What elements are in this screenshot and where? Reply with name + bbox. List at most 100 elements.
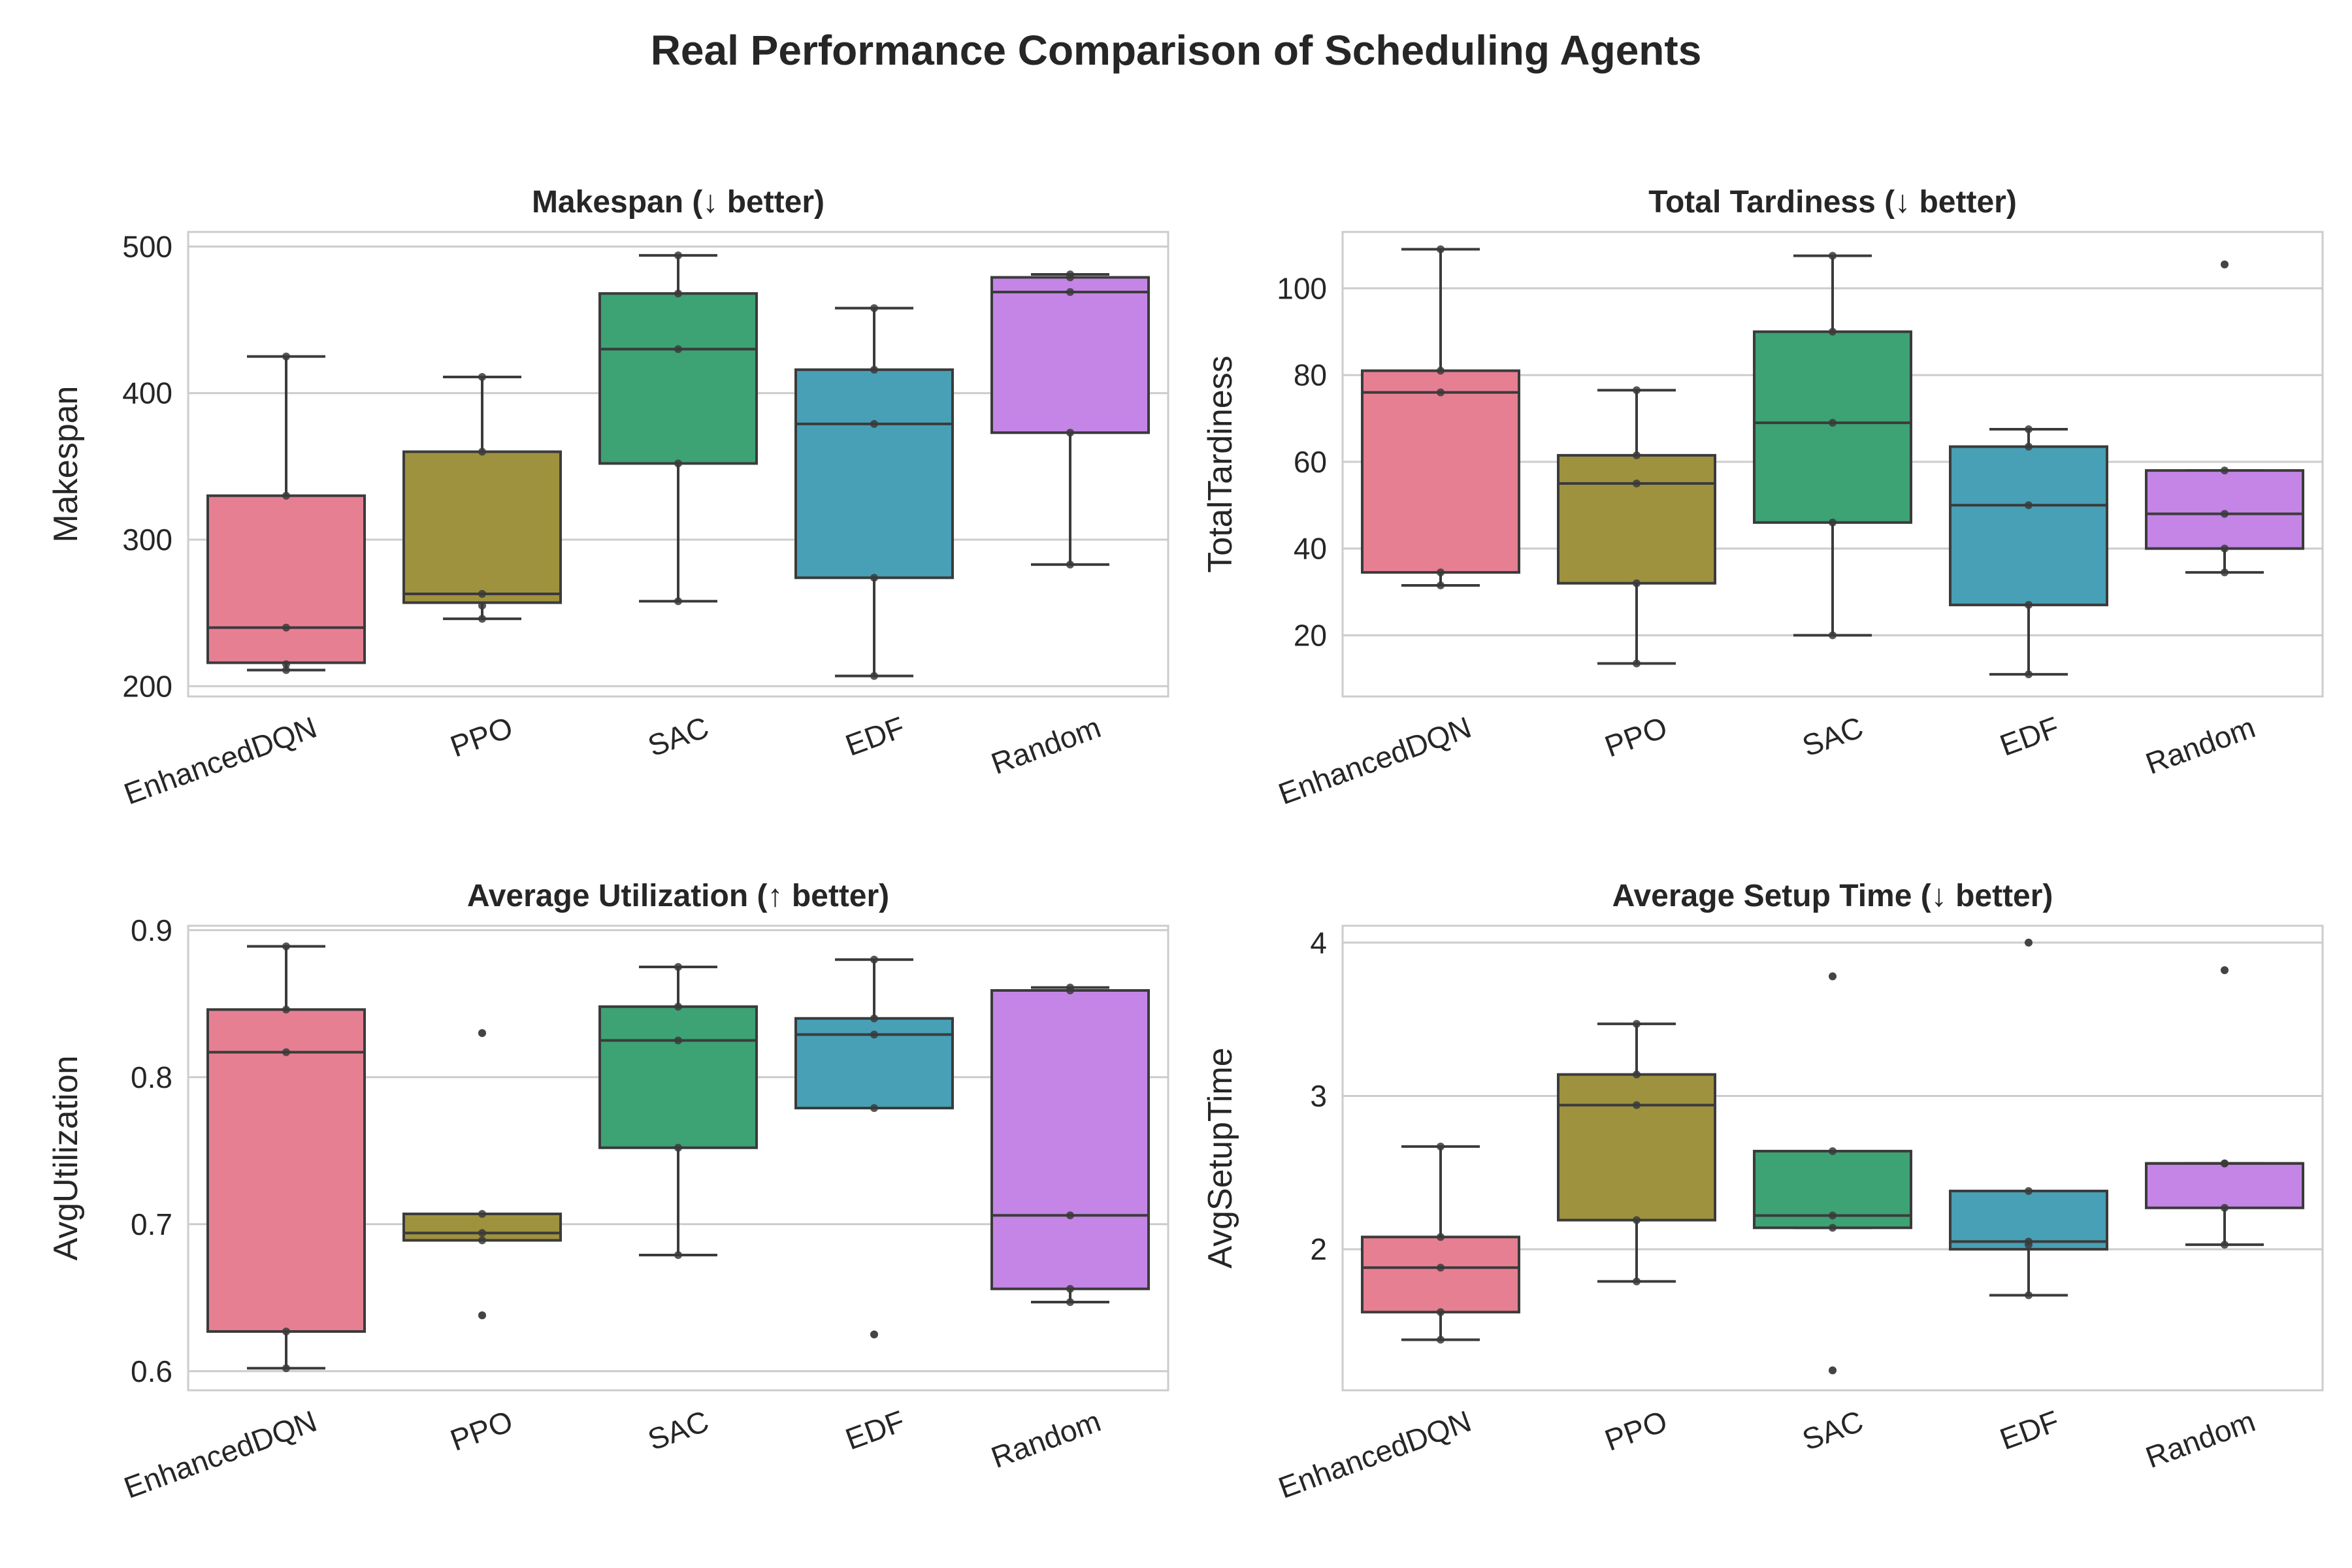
data-point	[1066, 287, 1074, 296]
data-point	[2221, 568, 2229, 577]
data-point	[282, 660, 290, 668]
data-point	[1066, 561, 1074, 569]
data-point	[674, 251, 682, 259]
x-tick-label: EDF	[1995, 710, 2063, 762]
data-point	[870, 1030, 878, 1039]
data-point	[1437, 1335, 1445, 1344]
y-tick-label: 40	[1294, 532, 1327, 566]
box-sac	[1753, 972, 1912, 1375]
figure-title: Real Performance Comparison of Schedulin…	[650, 27, 1702, 74]
box-body	[598, 1005, 758, 1149]
data-point	[2025, 1291, 2033, 1299]
box-sac	[598, 253, 758, 603]
y-axis-label: TotalTardiness	[1201, 355, 1239, 572]
x-tick-label: SAC	[1798, 710, 1868, 763]
data-point	[1633, 1070, 1641, 1079]
x-tick-label: SAC	[1798, 1404, 1868, 1457]
data-point	[1829, 1147, 1837, 1155]
data-point	[478, 373, 486, 382]
data-point	[2025, 501, 2033, 510]
panel-title: Average Setup Time (↓ better)	[1612, 879, 2053, 913]
data-point	[282, 1364, 290, 1373]
data-point	[478, 1311, 486, 1320]
data-point	[2025, 425, 2033, 434]
data-point	[478, 1210, 486, 1218]
data-point	[1066, 270, 1074, 279]
y-tick-label: 0.6	[131, 1354, 172, 1388]
data-point	[1437, 245, 1445, 253]
data-point	[2221, 260, 2229, 269]
box-body	[1753, 330, 1912, 524]
axes-frame	[1341, 231, 2324, 698]
data-point	[1066, 1298, 1074, 1306]
data-point	[2221, 1203, 2229, 1212]
data-point	[2221, 1159, 2229, 1168]
data-point	[674, 1143, 682, 1152]
data-point	[1829, 252, 1837, 260]
data-point	[282, 1005, 290, 1014]
data-point	[2221, 1241, 2229, 1249]
data-point	[282, 666, 290, 674]
x-tick-label: PPO	[1600, 1404, 1671, 1458]
data-point	[478, 589, 486, 598]
x-tick-label: EnhancedDQN	[1274, 1404, 1476, 1505]
y-tick-label: 200	[122, 669, 172, 703]
data-point	[870, 419, 878, 428]
y-tick-label: 0.7	[131, 1207, 172, 1241]
axes-frame	[187, 231, 1169, 698]
data-point	[1829, 419, 1837, 427]
y-tick-label: 500	[122, 229, 172, 263]
box-body	[1361, 1235, 1520, 1314]
data-point	[1633, 386, 1641, 395]
panel-title: Makespan (↓ better)	[532, 185, 825, 220]
data-point	[1437, 1142, 1445, 1151]
data-point	[674, 289, 682, 298]
x-tick-label: EDF	[841, 1404, 909, 1456]
data-point	[478, 1029, 486, 1037]
box-random	[990, 273, 1150, 566]
box-enhanceddqn	[206, 355, 366, 672]
y-tick-label: 80	[1294, 358, 1327, 392]
data-point	[1829, 327, 1837, 336]
box-ppo	[1557, 1022, 1716, 1283]
data-point	[1437, 367, 1445, 375]
box-edf	[794, 306, 954, 678]
x-tick-label: Random	[2141, 1404, 2259, 1475]
data-point	[1437, 388, 1445, 397]
data-point	[870, 574, 878, 582]
y-tick-label: 4	[1310, 926, 1327, 960]
box-sac	[1753, 254, 1912, 637]
data-point	[870, 1104, 878, 1112]
data-point	[1829, 1366, 1837, 1375]
box-body	[990, 989, 1150, 1290]
box-body	[598, 292, 758, 465]
x-tick-label: PPO	[446, 710, 517, 764]
box-enhanceddqn	[1361, 248, 1520, 587]
data-point	[1829, 1211, 1837, 1220]
data-point	[674, 597, 682, 606]
data-point	[2221, 966, 2229, 975]
x-tick-label: EnhancedDQN	[1274, 710, 1476, 811]
y-axis-label: AvgSetupTime	[1201, 1047, 1239, 1268]
x-tick-label: EDF	[841, 710, 909, 762]
box-edf	[1949, 428, 2108, 676]
box-body	[794, 368, 954, 580]
x-tick-label: EDF	[1995, 1404, 2063, 1456]
data-point	[1437, 568, 1445, 577]
data-point	[674, 1251, 682, 1259]
x-tick-label: Random	[2141, 710, 2259, 781]
box-body	[1949, 445, 2108, 606]
y-tick-label: 400	[122, 376, 172, 410]
data-point	[282, 1328, 290, 1335]
y-tick-label: 0.9	[131, 913, 172, 947]
data-point	[870, 672, 878, 680]
chart-panel-1: 200 300 400 500 EnhancedDQN PPO SAC EDF Random Ma…	[47, 185, 1169, 811]
data-point	[2221, 466, 2229, 475]
data-point	[478, 615, 486, 623]
axes-frame	[187, 924, 1169, 1392]
data-point	[1437, 1233, 1445, 1241]
data-point	[282, 352, 290, 361]
data-point	[674, 459, 682, 468]
data-point	[1633, 1216, 1641, 1224]
data-point	[2025, 1186, 2033, 1195]
